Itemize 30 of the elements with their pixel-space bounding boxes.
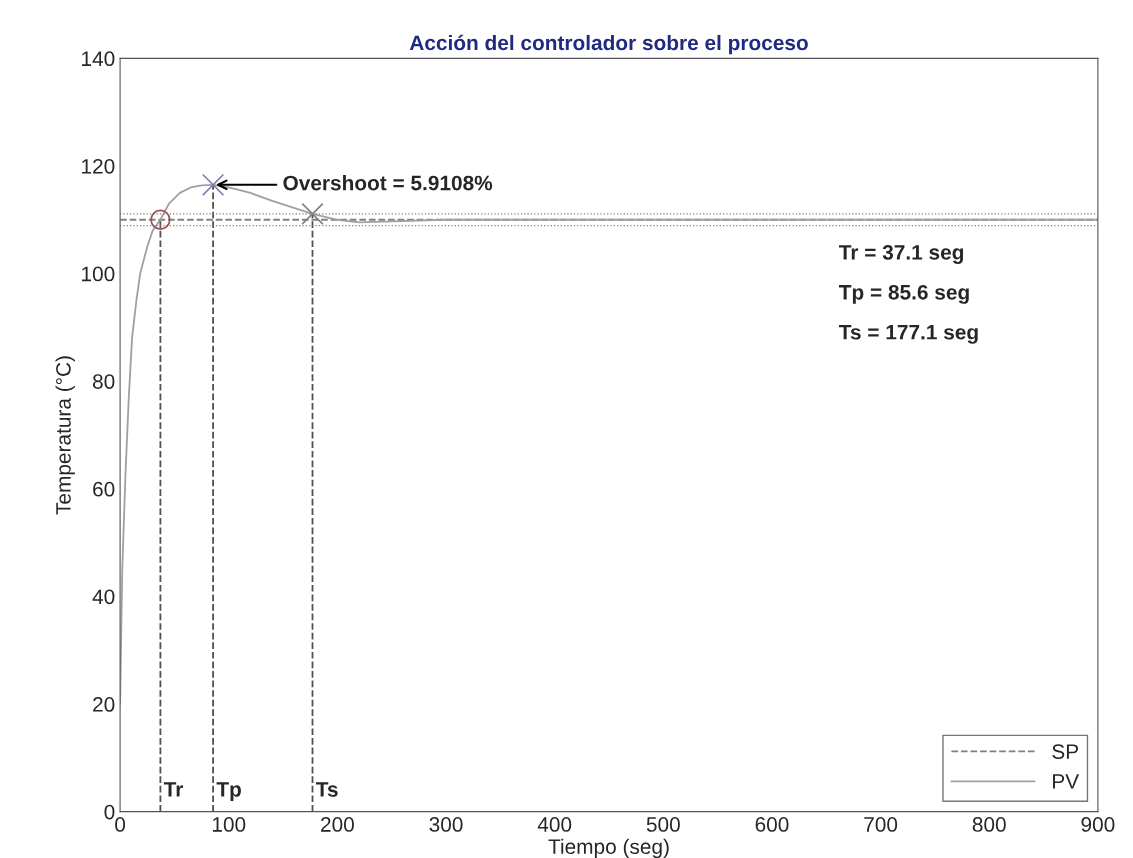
- x-tick-label: 400: [537, 817, 572, 832]
- x-tick-label: 900: [1081, 817, 1115, 832]
- y-tick-label: 80: [92, 374, 115, 389]
- legend-label: PV: [1053, 774, 1080, 789]
- y-tick-label: 120: [82, 158, 115, 174]
- x-tick-label: 500: [646, 817, 680, 832]
- x-tick-label: 600: [755, 817, 789, 832]
- x-tick-label: 300: [429, 817, 463, 832]
- legend-label: SP: [1052, 744, 1079, 759]
- y-axis-title: Temperatura (°C): [55, 356, 75, 515]
- y-tick-label: 100: [82, 266, 115, 282]
- chart-title: Acción del controlador sobre el proceso: [409, 34, 808, 55]
- annotation: Tr = 37.1 seg: [839, 244, 964, 264]
- y-tick-label: 60: [93, 481, 115, 497]
- x-tick-label: 100: [212, 817, 246, 832]
- annotation: Ts: [316, 782, 338, 797]
- x-tick-label: 0: [115, 817, 126, 832]
- y-tick-label: 0: [104, 804, 115, 820]
- y-tick-label: 20: [93, 697, 115, 712]
- x-tick-label: 700: [864, 817, 898, 832]
- annotation: Tp = 85.6 seg: [839, 284, 969, 304]
- annotation: Tp: [216, 782, 241, 801]
- x-tick-label: 800: [972, 817, 1006, 832]
- annotation: Overshoot = 5.9108%: [283, 175, 493, 191]
- x-axis-title: Tiempo (seg): [548, 838, 669, 858]
- x-tick-label: 200: [321, 817, 354, 832]
- annotation: Ts = 177.1 seg: [839, 325, 978, 344]
- annotation: Tr: [163, 782, 184, 797]
- y-tick-label: 40: [92, 589, 115, 605]
- y-tick-label: 140: [82, 51, 115, 67]
